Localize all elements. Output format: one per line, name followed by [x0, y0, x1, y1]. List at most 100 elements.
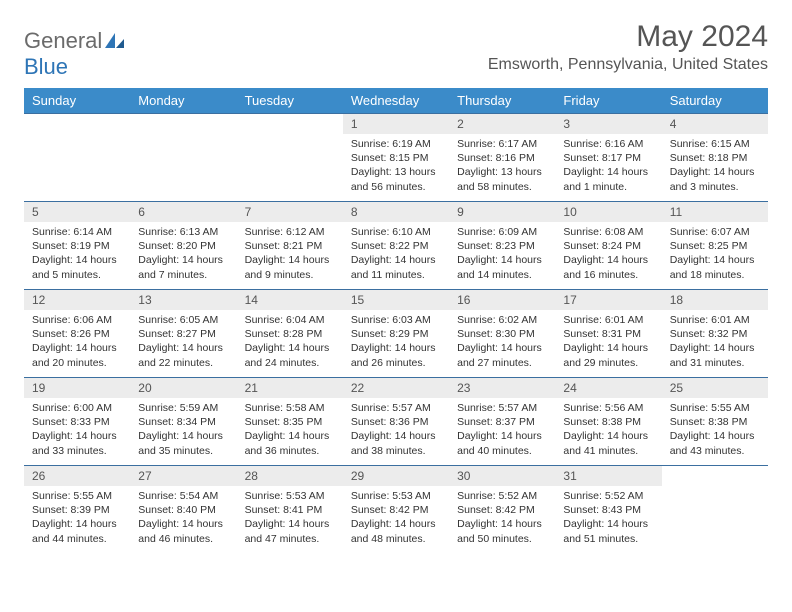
day-number: 21: [237, 378, 343, 398]
day-details: Sunrise: 6:06 AMSunset: 8:26 PMDaylight:…: [24, 310, 130, 376]
day-details: Sunrise: 5:52 AMSunset: 8:43 PMDaylight:…: [555, 486, 661, 552]
logo: General: [24, 20, 126, 54]
sunrise-text: Sunrise: 5:52 AM: [457, 489, 547, 503]
weekday-header: Saturday: [662, 88, 768, 114]
sunrise-text: Sunrise: 6:07 AM: [670, 225, 760, 239]
weekday-header: Wednesday: [343, 88, 449, 114]
daylight-text: Daylight: 14 hours and 46 minutes.: [138, 517, 228, 545]
daylight-text: Daylight: 14 hours and 44 minutes.: [32, 517, 122, 545]
day-number: 11: [662, 202, 768, 222]
day-details: Sunrise: 5:52 AMSunset: 8:42 PMDaylight:…: [449, 486, 555, 552]
calendar-day-cell: ..: [662, 466, 768, 554]
day-number: 10: [555, 202, 661, 222]
sunrise-text: Sunrise: 6:06 AM: [32, 313, 122, 327]
daylight-text: Daylight: 14 hours and 7 minutes.: [138, 253, 228, 281]
day-number: 26: [24, 466, 130, 486]
calendar-day-cell: ..: [237, 114, 343, 202]
day-details: Sunrise: 6:16 AMSunset: 8:17 PMDaylight:…: [555, 134, 661, 200]
sunrise-text: Sunrise: 6:14 AM: [32, 225, 122, 239]
calendar-day-cell: 4Sunrise: 6:15 AMSunset: 8:18 PMDaylight…: [662, 114, 768, 202]
daylight-text: Daylight: 14 hours and 1 minute.: [563, 165, 653, 193]
weekday-header: Friday: [555, 88, 661, 114]
sunset-text: Sunset: 8:31 PM: [563, 327, 653, 341]
day-details: Sunrise: 5:53 AMSunset: 8:42 PMDaylight:…: [343, 486, 449, 552]
sunrise-text: Sunrise: 6:08 AM: [563, 225, 653, 239]
sunrise-text: Sunrise: 5:53 AM: [351, 489, 441, 503]
weekday-header: Thursday: [449, 88, 555, 114]
day-details: Sunrise: 6:00 AMSunset: 8:33 PMDaylight:…: [24, 398, 130, 464]
sunrise-text: Sunrise: 6:15 AM: [670, 137, 760, 151]
daylight-text: Daylight: 14 hours and 22 minutes.: [138, 341, 228, 369]
day-number: 8: [343, 202, 449, 222]
day-details: Sunrise: 6:14 AMSunset: 8:19 PMDaylight:…: [24, 222, 130, 288]
day-number: 15: [343, 290, 449, 310]
daylight-text: Daylight: 14 hours and 50 minutes.: [457, 517, 547, 545]
calendar-day-cell: 25Sunrise: 5:55 AMSunset: 8:38 PMDayligh…: [662, 378, 768, 466]
calendar-day-cell: 20Sunrise: 5:59 AMSunset: 8:34 PMDayligh…: [130, 378, 236, 466]
calendar-week-row: 26Sunrise: 5:55 AMSunset: 8:39 PMDayligh…: [24, 466, 768, 554]
daylight-text: Daylight: 14 hours and 38 minutes.: [351, 429, 441, 457]
sunrise-text: Sunrise: 5:53 AM: [245, 489, 335, 503]
day-details: Sunrise: 5:59 AMSunset: 8:34 PMDaylight:…: [130, 398, 236, 464]
calendar-week-row: 19Sunrise: 6:00 AMSunset: 8:33 PMDayligh…: [24, 378, 768, 466]
sunset-text: Sunset: 8:35 PM: [245, 415, 335, 429]
sunset-text: Sunset: 8:38 PM: [670, 415, 760, 429]
day-details: Sunrise: 6:09 AMSunset: 8:23 PMDaylight:…: [449, 222, 555, 288]
sunrise-text: Sunrise: 5:57 AM: [351, 401, 441, 415]
day-number: 3: [555, 114, 661, 134]
sunset-text: Sunset: 8:42 PM: [457, 503, 547, 517]
day-details: Sunrise: 6:05 AMSunset: 8:27 PMDaylight:…: [130, 310, 236, 376]
sunrise-text: Sunrise: 5:52 AM: [563, 489, 653, 503]
day-number: 13: [130, 290, 236, 310]
sunrise-text: Sunrise: 6:12 AM: [245, 225, 335, 239]
day-number: 7: [237, 202, 343, 222]
day-number: 12: [24, 290, 130, 310]
daylight-text: Daylight: 14 hours and 18 minutes.: [670, 253, 760, 281]
day-details: Sunrise: 6:19 AMSunset: 8:15 PMDaylight:…: [343, 134, 449, 200]
daylight-text: Daylight: 14 hours and 14 minutes.: [457, 253, 547, 281]
daylight-text: Daylight: 14 hours and 24 minutes.: [245, 341, 335, 369]
calendar-day-cell: 29Sunrise: 5:53 AMSunset: 8:42 PMDayligh…: [343, 466, 449, 554]
day-number: 28: [237, 466, 343, 486]
day-details: Sunrise: 6:13 AMSunset: 8:20 PMDaylight:…: [130, 222, 236, 288]
day-number: 27: [130, 466, 236, 486]
daylight-text: Daylight: 14 hours and 40 minutes.: [457, 429, 547, 457]
sunrise-text: Sunrise: 6:05 AM: [138, 313, 228, 327]
sunset-text: Sunset: 8:25 PM: [670, 239, 760, 253]
daylight-text: Daylight: 14 hours and 31 minutes.: [670, 341, 760, 369]
day-details: Sunrise: 5:54 AMSunset: 8:40 PMDaylight:…: [130, 486, 236, 552]
day-number: 1: [343, 114, 449, 134]
day-number: 5: [24, 202, 130, 222]
sunset-text: Sunset: 8:30 PM: [457, 327, 547, 341]
sunrise-text: Sunrise: 5:59 AM: [138, 401, 228, 415]
sunset-text: Sunset: 8:34 PM: [138, 415, 228, 429]
sunset-text: Sunset: 8:33 PM: [32, 415, 122, 429]
daylight-text: Daylight: 14 hours and 5 minutes.: [32, 253, 122, 281]
sunset-text: Sunset: 8:15 PM: [351, 151, 441, 165]
day-details: Sunrise: 5:56 AMSunset: 8:38 PMDaylight:…: [555, 398, 661, 464]
day-details: Sunrise: 6:01 AMSunset: 8:31 PMDaylight:…: [555, 310, 661, 376]
sunset-text: Sunset: 8:26 PM: [32, 327, 122, 341]
day-details: Sunrise: 5:57 AMSunset: 8:36 PMDaylight:…: [343, 398, 449, 464]
sunset-text: Sunset: 8:20 PM: [138, 239, 228, 253]
sunrise-text: Sunrise: 5:55 AM: [32, 489, 122, 503]
day-number: 23: [449, 378, 555, 398]
calendar-day-cell: 1Sunrise: 6:19 AMSunset: 8:15 PMDaylight…: [343, 114, 449, 202]
sunrise-text: Sunrise: 6:04 AM: [245, 313, 335, 327]
daylight-text: Daylight: 14 hours and 27 minutes.: [457, 341, 547, 369]
calendar-day-cell: ..: [24, 114, 130, 202]
day-number: 6: [130, 202, 236, 222]
daylight-text: Daylight: 14 hours and 33 minutes.: [32, 429, 122, 457]
sunset-text: Sunset: 8:40 PM: [138, 503, 228, 517]
daylight-text: Daylight: 14 hours and 26 minutes.: [351, 341, 441, 369]
day-number: 20: [130, 378, 236, 398]
month-title: May 2024: [488, 20, 768, 54]
calendar-day-cell: 15Sunrise: 6:03 AMSunset: 8:29 PMDayligh…: [343, 290, 449, 378]
sunset-text: Sunset: 8:38 PM: [563, 415, 653, 429]
day-number: 29: [343, 466, 449, 486]
logo-text-blue: Blue: [24, 54, 768, 80]
daylight-text: Daylight: 14 hours and 35 minutes.: [138, 429, 228, 457]
day-details: Sunrise: 5:58 AMSunset: 8:35 PMDaylight:…: [237, 398, 343, 464]
calendar-day-cell: 14Sunrise: 6:04 AMSunset: 8:28 PMDayligh…: [237, 290, 343, 378]
sunrise-text: Sunrise: 6:16 AM: [563, 137, 653, 151]
